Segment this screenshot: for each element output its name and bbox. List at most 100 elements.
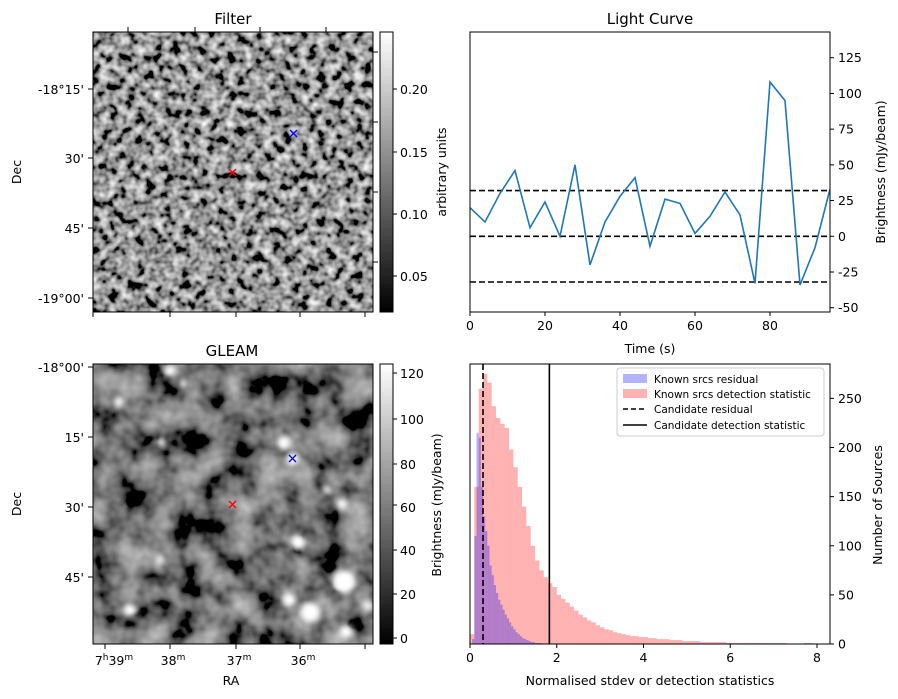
detection-bar	[721, 642, 726, 644]
detection-bar	[673, 640, 679, 644]
residual-bar	[532, 642, 536, 644]
x-tick-label: 0	[466, 650, 474, 665]
detection-bar	[695, 641, 700, 644]
gleam-colorbar	[379, 363, 394, 645]
detection-bar	[699, 642, 705, 644]
residual-bar	[500, 604, 503, 644]
filter-colorbar-tick: 0.15	[400, 145, 428, 160]
residual-bar	[526, 640, 529, 644]
x-tick-label: 6	[726, 650, 734, 665]
gleam-colorbar-tick: 80	[400, 457, 416, 472]
detection-bar	[591, 622, 596, 644]
detection-bar	[556, 594, 562, 644]
y-tick-label: 0	[838, 637, 846, 652]
y-tick-label: 100	[838, 86, 862, 101]
detection-bar	[708, 642, 713, 644]
residual-bar	[506, 618, 510, 644]
detection-bar	[539, 570, 544, 644]
detection-bar	[487, 382, 492, 644]
detection-bar	[634, 636, 640, 644]
detection-bar	[682, 641, 687, 644]
y-tick-label: 200	[838, 440, 862, 455]
gleam-xlabel: RA	[223, 673, 240, 688]
legend-label: Candidate residual	[654, 404, 753, 416]
legend-label: Known srcs residual	[654, 374, 758, 386]
residual-bar	[483, 516, 486, 644]
detection-bar	[626, 635, 631, 644]
x-tick-label: 8	[813, 650, 821, 665]
gleam-title: GLEAM	[206, 342, 259, 360]
filter-panel: Filter Dec -18°15' 30' 45' -19°00' 0.2	[9, 10, 449, 317]
detection-bar	[565, 602, 570, 644]
filter-known-source-marker	[289, 129, 298, 138]
gleam-ylabel: Dec	[9, 492, 24, 516]
residual-bar	[487, 545, 490, 644]
residual-bar	[511, 626, 514, 644]
residual-bar	[476, 432, 479, 644]
detection-bar	[717, 642, 722, 644]
filter-colorbar-label: arbitrary units	[434, 127, 449, 216]
detection-bar	[656, 639, 661, 644]
residual-bar	[485, 531, 488, 644]
detection-bar	[604, 629, 609, 644]
gleam-colorbar-tick: 20	[400, 587, 416, 602]
gleam-xtick: 37m	[227, 653, 252, 668]
filter-colorbar-tick: 0.10	[400, 207, 428, 222]
detection-bar	[474, 486, 479, 644]
detection-bar	[535, 560, 540, 644]
detection-bar	[500, 423, 505, 644]
legend-swatch-detection	[623, 389, 647, 398]
filter-title: Filter	[214, 10, 252, 28]
histogram-legend: Known srcs residual Known srcs detection…	[616, 367, 825, 437]
residual-bar	[496, 592, 499, 644]
x-tick-label: 2	[553, 650, 561, 665]
light-curve-ylabel: Brightness (mJy/beam)	[873, 100, 888, 243]
residual-bar	[493, 585, 497, 644]
detection-bar	[530, 545, 536, 644]
y-tick-label: 250	[838, 391, 862, 406]
light-curve-panel: 0 20 40 60 80 -50 -25 0 25 50 75 100 125 Light Curv…	[466, 10, 888, 356]
gleam-colorbar-tick: 60	[400, 500, 416, 515]
detection-bar	[704, 642, 709, 644]
y-tick-label: -25	[838, 265, 858, 280]
detection-bar	[617, 633, 622, 644]
y-tick-label: 125	[838, 50, 862, 65]
gleam-candidate-marker	[228, 500, 237, 509]
gleam-colorbar-tick: 40	[400, 543, 416, 558]
detection-bar	[595, 625, 601, 644]
detection-bar	[561, 598, 566, 644]
detection-bar	[587, 620, 592, 644]
detection-bar	[504, 427, 510, 644]
gleam-panel: GLEAM Dec RA -18°00' 15' 30' 45' 7h39m 3…	[9, 342, 444, 688]
residual-bar	[498, 599, 501, 644]
gleam-colorbar-tick: 120	[400, 366, 424, 381]
gleam-ytick: -18°00'	[38, 360, 84, 375]
light-curve-xlabel: Time (s)	[624, 341, 676, 356]
detection-bar	[639, 637, 644, 644]
gleam-xtick: 38m	[161, 653, 186, 668]
detection-bar	[552, 587, 557, 644]
y-tick-label: 25	[838, 193, 854, 208]
detection-bar	[630, 636, 635, 644]
gleam-ytick: 45'	[65, 570, 84, 585]
legend-label: Known srcs detection statistic	[654, 389, 811, 401]
histogram-panel: 0 2 4 6 8 0 50 100 150 200 250 Normalised stdev o…	[466, 363, 885, 688]
residual-bar	[513, 629, 516, 644]
filter-ytick: 45'	[65, 221, 84, 236]
legend-swatch-residual	[623, 374, 647, 383]
filter-ytick: 30'	[65, 151, 84, 166]
filter-ytick: -19°00'	[38, 291, 84, 306]
detection-bar	[522, 506, 527, 644]
detection-bar	[600, 627, 605, 644]
y-tick-label: 50	[838, 587, 854, 602]
histogram-xlabel: Normalised stdev or detection statistics	[526, 673, 775, 688]
histogram-ylabel: Number of Sources	[870, 445, 885, 565]
gleam-colorbar-label: Brightness (mJy/beam)	[429, 433, 444, 576]
detection-bar	[578, 614, 583, 644]
filter-colorbar-tick: 0.05	[400, 269, 428, 284]
residual-bar	[515, 632, 518, 644]
detection-bar	[526, 526, 531, 644]
gleam-ytick: 15'	[65, 430, 84, 445]
detection-bar	[543, 577, 549, 644]
